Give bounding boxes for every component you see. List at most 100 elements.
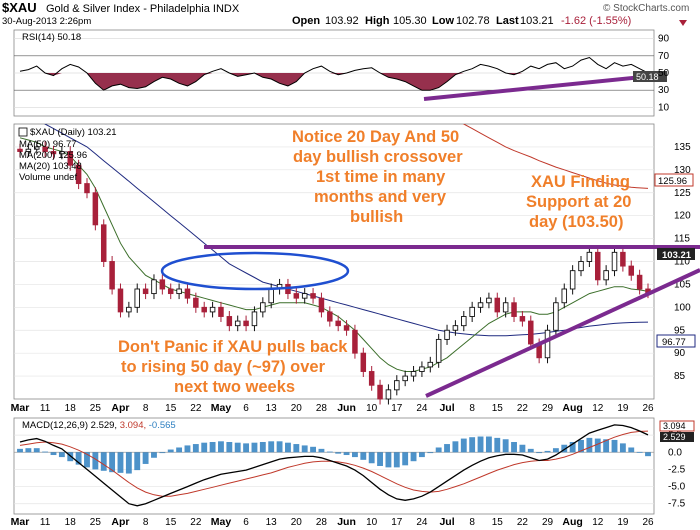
x-tick-label: Apr bbox=[111, 402, 129, 414]
rsi-oversold-fill bbox=[20, 73, 648, 91]
x-tick-label: 8 bbox=[469, 403, 475, 414]
candle-body bbox=[544, 329, 551, 359]
macd-histogram-bar bbox=[619, 443, 626, 453]
candle-body bbox=[293, 293, 300, 299]
x-tick-label: Apr bbox=[111, 516, 129, 528]
index-name: Gold & Silver Index - Philadelphia INDX bbox=[46, 3, 240, 15]
candle-body bbox=[243, 320, 249, 327]
macd-histogram-bar bbox=[368, 452, 375, 464]
candle-body bbox=[167, 288, 174, 295]
candle-body bbox=[109, 261, 115, 290]
macd-histogram-bar bbox=[234, 442, 241, 453]
x-tick-label: 8 bbox=[469, 517, 475, 528]
x-tick-label: 11 bbox=[40, 517, 51, 528]
change-value: -1.62 (-1.55%) bbox=[561, 15, 631, 27]
candle-body bbox=[176, 288, 182, 295]
macd-histogram-bar bbox=[611, 439, 618, 453]
x-tick-label: 13 bbox=[266, 403, 278, 414]
x-tick-label: 25 bbox=[90, 403, 102, 414]
candle-body bbox=[335, 320, 341, 327]
macd-histogram-bar bbox=[477, 436, 484, 453]
panic-line-1: Don't Panic if XAU pulls back bbox=[118, 338, 348, 356]
macd-histogram-bar bbox=[586, 437, 593, 453]
rsi-trendline bbox=[423, 74, 653, 101]
macd-histogram-bar bbox=[226, 442, 233, 453]
price-tick-label: 115 bbox=[674, 234, 690, 245]
macd-histogram-bar bbox=[151, 452, 157, 458]
candle-body bbox=[117, 288, 124, 313]
rsi-tick-label: 50 bbox=[658, 68, 670, 79]
crossover-annotation: Notice 20 Day And 50 day bullish crossov… bbox=[292, 128, 463, 226]
chart-date: 30-Aug-2013 2:26pm bbox=[2, 16, 91, 27]
macd-histogram-bar bbox=[268, 441, 275, 453]
macd-histogram-bar bbox=[142, 452, 149, 464]
macd-tick-label: 0.0 bbox=[668, 447, 682, 458]
x-tick-label: 13 bbox=[266, 517, 278, 528]
macd-value-tag-text: 2.529 bbox=[663, 432, 686, 442]
x-tick-label: 10 bbox=[366, 517, 378, 528]
price-tick-label: 120 bbox=[674, 211, 691, 222]
candle-body bbox=[569, 270, 576, 290]
macd-line bbox=[19, 424, 649, 507]
rsi-legend: RSI(14) 50.18 bbox=[22, 32, 81, 43]
x-tick-label: 12 bbox=[592, 403, 604, 414]
candle-body bbox=[67, 151, 73, 166]
macd-legend-signal: 3.094, bbox=[120, 420, 146, 431]
macd-histogram-bar bbox=[167, 449, 174, 453]
macd-histogram-bar bbox=[301, 445, 308, 453]
macd-tick-label: -2.5 bbox=[668, 464, 686, 475]
candle-body bbox=[469, 306, 475, 317]
macd-histogram-bar bbox=[50, 452, 57, 456]
x-tick-label: 17 bbox=[391, 403, 403, 414]
macd-histogram-bar bbox=[360, 452, 367, 460]
x-tick-label: 18 bbox=[65, 403, 77, 414]
macd-histogram-bar bbox=[192, 444, 199, 453]
price-tick-label: 85 bbox=[674, 371, 686, 382]
macd-histogram-bar bbox=[536, 452, 543, 454]
candle-body bbox=[628, 265, 635, 276]
x-tick-label: 19 bbox=[617, 403, 629, 414]
candle-body bbox=[586, 251, 593, 262]
macd-histogram-bar bbox=[17, 448, 23, 453]
macd-histogram-bar bbox=[628, 447, 635, 453]
macd-histogram-bar bbox=[58, 452, 65, 458]
high-value: 105.30 bbox=[393, 15, 427, 27]
price-tick-label: 130 bbox=[674, 165, 691, 176]
x-tick-label: 22 bbox=[190, 403, 202, 414]
macd-histogram-bar bbox=[293, 444, 300, 453]
macd-histogram-bar bbox=[527, 448, 534, 453]
open-label: Open bbox=[292, 15, 320, 27]
x-tick-label: 12 bbox=[592, 517, 604, 528]
candle-body bbox=[502, 302, 509, 313]
rsi-tick-label: 30 bbox=[658, 85, 670, 96]
macd-histogram-bar bbox=[243, 443, 250, 453]
macd-histogram-bar bbox=[310, 446, 316, 453]
macd-histogram-bar bbox=[569, 442, 576, 453]
macd-histogram-bar bbox=[184, 445, 191, 453]
macd-histogram-bar bbox=[511, 442, 517, 453]
x-tick-label: 6 bbox=[243, 403, 249, 414]
macd-histogram-bar bbox=[218, 441, 224, 453]
macd-histogram-bar bbox=[259, 442, 266, 453]
candle-body bbox=[126, 306, 132, 313]
macd-histogram-bar bbox=[201, 442, 208, 453]
candle-body bbox=[327, 311, 333, 322]
macd-histogram-bar bbox=[352, 452, 358, 458]
macd-histogram-bar bbox=[25, 448, 32, 453]
macd-histogram-bar bbox=[109, 452, 116, 473]
candle-body bbox=[184, 288, 191, 299]
macd-histogram-bar bbox=[377, 452, 383, 466]
x-tick-label: Jul bbox=[439, 516, 454, 528]
candle-body bbox=[142, 288, 149, 295]
macd-histogram-bar bbox=[519, 444, 526, 453]
x-tick-label: 25 bbox=[90, 517, 102, 528]
support-line-3: day (103.50) bbox=[529, 213, 623, 231]
candle-body bbox=[193, 297, 199, 308]
candle-body bbox=[310, 293, 316, 299]
price-tick-label: 105 bbox=[674, 279, 691, 290]
x-tick-label: May bbox=[211, 402, 232, 414]
candle-body bbox=[385, 389, 392, 400]
last-value: 103.21 bbox=[520, 15, 554, 27]
macd-tick-label: -5.0 bbox=[668, 482, 686, 493]
x-tick-label: Mar bbox=[11, 402, 30, 414]
